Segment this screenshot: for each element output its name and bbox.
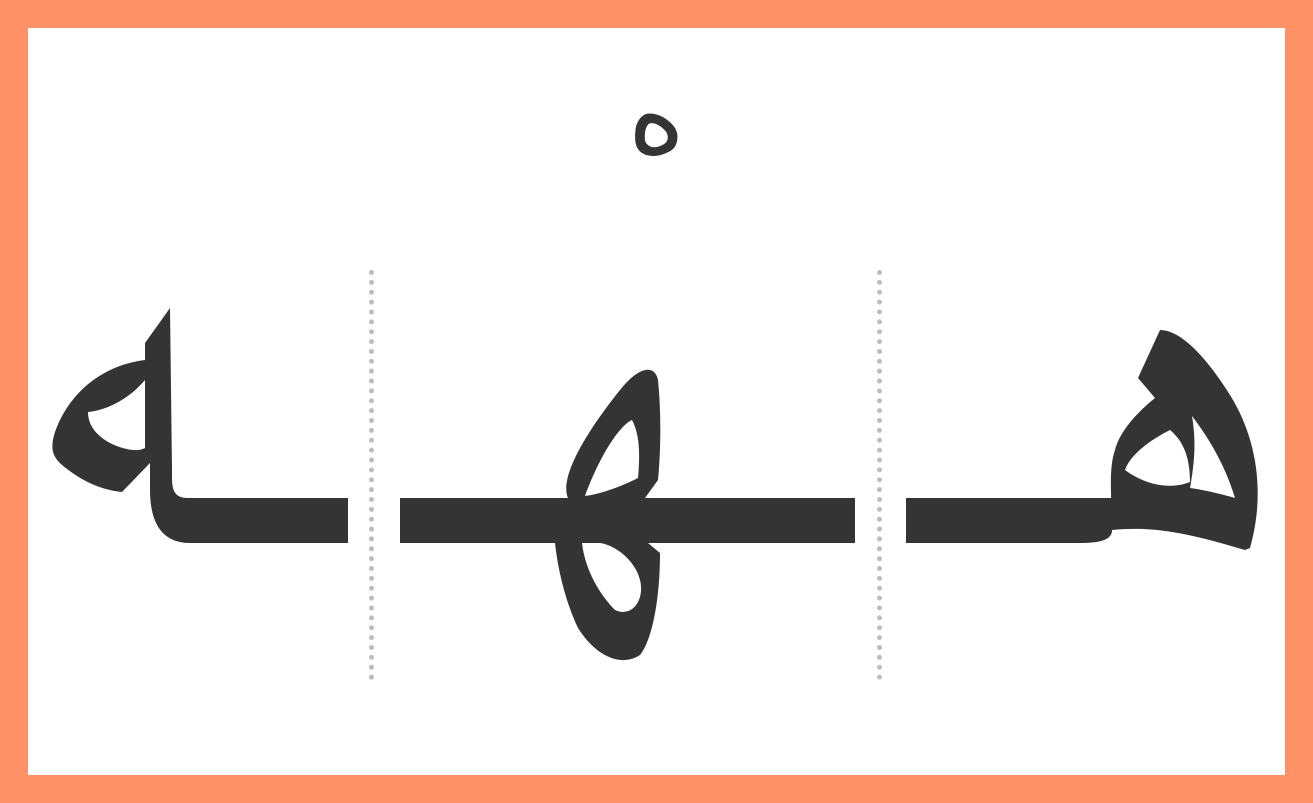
medial-form-heh	[400, 369, 855, 661]
medial-form-upper-loop	[566, 369, 661, 498]
final-form-baseline	[150, 463, 348, 543]
medial-form-lower-loop	[555, 543, 660, 661]
final-form-loop	[52, 360, 150, 492]
initial-form-heh	[906, 330, 1258, 550]
isolated-letter-heh: ه	[627, 51, 686, 179]
final-form-heh	[52, 308, 348, 543]
form-divider-right	[877, 270, 882, 680]
medial-form-baseline	[400, 498, 855, 543]
initial-form-baseline	[906, 498, 1112, 543]
final-form-stem	[145, 308, 172, 470]
initial-form-body	[1110, 330, 1258, 550]
form-divider-left	[369, 270, 374, 680]
